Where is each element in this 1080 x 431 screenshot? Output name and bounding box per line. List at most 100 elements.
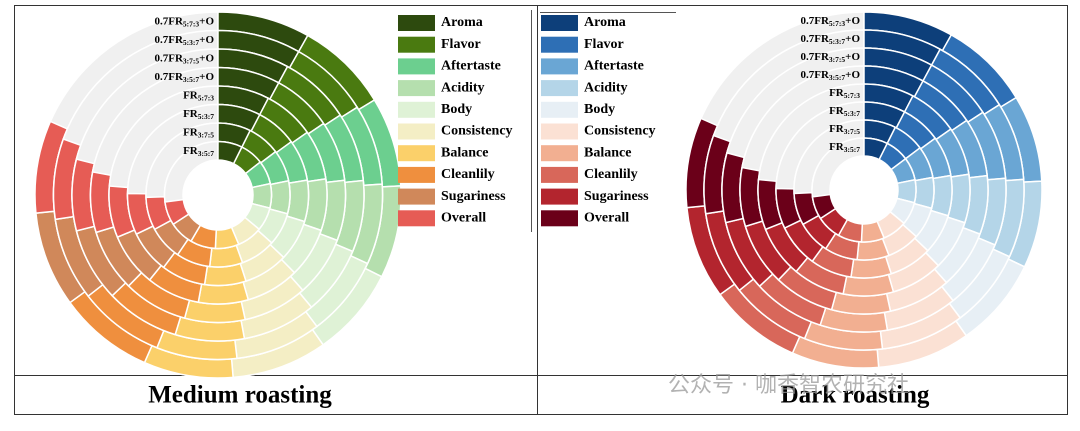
sample-label-prefix: 0.7FR bbox=[801, 33, 830, 45]
sample-label-sub: 5:7:3 bbox=[198, 93, 214, 102]
legend-label: Flavor bbox=[441, 37, 481, 52]
legend-label: Body bbox=[584, 102, 615, 117]
watermark: 公众号 · 咖香智农研究社 bbox=[668, 373, 909, 398]
legend-label: Flavor bbox=[584, 37, 624, 52]
sample-label-sub: 3:7:5 bbox=[183, 56, 199, 65]
sample-label-prefix: FR bbox=[183, 89, 199, 101]
sample-label: 0.7FR5:7:3+O bbox=[155, 15, 215, 28]
sample-label: 0.7FR3:7:5+O bbox=[155, 52, 215, 65]
sample-label-prefix: 0.7FR bbox=[801, 69, 830, 81]
legend-swatch bbox=[541, 36, 578, 53]
sample-label-prefix: FR bbox=[829, 141, 845, 153]
legend-label: Acidity bbox=[441, 80, 485, 95]
sample-label-suffix: +O bbox=[845, 15, 860, 27]
legend-swatch bbox=[541, 80, 578, 97]
sample-label-suffix: +O bbox=[199, 33, 214, 45]
panel-title: Medium roasting bbox=[148, 382, 332, 409]
legend-label: Aroma bbox=[441, 15, 483, 30]
sample-label: FR3:7:5 bbox=[829, 123, 860, 136]
legend-swatch bbox=[541, 188, 578, 205]
segment bbox=[164, 198, 190, 226]
panel-title: Dark roasting bbox=[781, 382, 930, 409]
sample-label-prefix: 0.7FR bbox=[155, 52, 184, 64]
sample-label-prefix: 0.7FR bbox=[801, 51, 830, 63]
sample-label: 0.7FR5:3:7+O bbox=[155, 33, 215, 46]
sample-label-prefix: 0.7FR bbox=[801, 15, 830, 27]
legend-label: Cleanlily bbox=[441, 167, 495, 182]
sample-label-prefix: FR bbox=[183, 144, 199, 156]
legend-label: Balance bbox=[441, 145, 488, 160]
legend-swatch bbox=[398, 58, 435, 75]
legend-swatch bbox=[541, 210, 578, 227]
sample-label-prefix: FR bbox=[829, 87, 845, 99]
legend-label: Acidity bbox=[584, 80, 628, 95]
legend-swatch bbox=[398, 101, 435, 118]
sample-label-suffix: +O bbox=[845, 51, 860, 63]
legend-swatch bbox=[541, 166, 578, 183]
legend-label: Balance bbox=[584, 145, 631, 160]
sample-label: FR5:3:7 bbox=[829, 105, 860, 118]
legend-swatch bbox=[398, 80, 435, 97]
sample-label: FR5:7:3 bbox=[183, 89, 214, 102]
sample-label: FR3:5:7 bbox=[183, 144, 214, 157]
sample-label-sub: 5:7:3 bbox=[829, 19, 845, 28]
sample-label-sub: 5:7:3 bbox=[183, 19, 199, 28]
legend-label: Aftertaste bbox=[584, 59, 644, 74]
legend-label: Body bbox=[441, 102, 472, 117]
sample-label: FR3:7:5 bbox=[183, 126, 214, 139]
legend-swatch bbox=[398, 188, 435, 205]
frame bbox=[14, 5, 1068, 415]
sample-label-prefix: FR bbox=[183, 107, 199, 119]
sample-label-sub: 3:5:7 bbox=[198, 148, 214, 157]
sample-label-sub: 3:7:5 bbox=[198, 130, 214, 139]
sample-label-suffix: +O bbox=[845, 33, 860, 45]
legend-label: Overall bbox=[441, 211, 486, 226]
sample-label-prefix: 0.7FR bbox=[155, 33, 184, 45]
legend-label: Cleanlily bbox=[584, 167, 638, 182]
segment bbox=[811, 193, 837, 220]
sample-label-sub: 3:7:5 bbox=[844, 127, 860, 136]
sample-label: 0.7FR3:5:7+O bbox=[155, 70, 215, 83]
sample-label: 0.7FR3:7:5+O bbox=[801, 51, 861, 64]
sample-label-prefix: 0.7FR bbox=[155, 15, 184, 27]
sample-label-suffix: +O bbox=[199, 52, 214, 64]
sample-label-prefix: FR bbox=[829, 105, 845, 117]
legend-swatch bbox=[398, 145, 435, 162]
sample-label-prefix: 0.7FR bbox=[155, 70, 184, 82]
sample-label: 0.7FR5:3:7+O bbox=[801, 33, 861, 46]
legend-swatch bbox=[541, 145, 578, 162]
sample-label-prefix: FR bbox=[829, 123, 845, 135]
legend-swatch bbox=[541, 123, 578, 140]
legend-label: Sugariness bbox=[584, 189, 649, 204]
sample-label-suffix: +O bbox=[199, 15, 214, 27]
sample-label-suffix: +O bbox=[199, 70, 214, 82]
sample-label: 0.7FR5:7:3+O bbox=[801, 15, 861, 28]
legend-swatch bbox=[398, 210, 435, 227]
sample-label-prefix: FR bbox=[183, 126, 199, 138]
sample-label-sub: 5:3:7 bbox=[844, 109, 860, 118]
legend-label: Consistency bbox=[584, 124, 656, 139]
sample-label-sub: 5:3:7 bbox=[198, 111, 214, 120]
sample-label-sub: 3:7:5 bbox=[829, 55, 845, 64]
legend-swatch bbox=[398, 123, 435, 140]
legend-swatch bbox=[541, 15, 578, 31]
sample-label-sub: 5:3:7 bbox=[183, 37, 199, 46]
sample-label-sub: 3:5:7 bbox=[829, 73, 845, 82]
sample-label-sub: 3:5:7 bbox=[183, 74, 199, 83]
sample-label-sub: 5:7:3 bbox=[844, 91, 860, 100]
sample-label: FR3:5:7 bbox=[829, 141, 860, 154]
legend-swatch bbox=[398, 36, 435, 53]
legend-label: Aftertaste bbox=[441, 59, 501, 74]
legend-label: Sugariness bbox=[441, 189, 506, 204]
sample-label-suffix: +O bbox=[845, 69, 860, 81]
segment bbox=[268, 179, 291, 215]
sample-label-sub: 5:3:7 bbox=[829, 37, 845, 46]
legend-swatch bbox=[541, 58, 578, 75]
legend-swatch bbox=[398, 166, 435, 183]
legend-label: Aroma bbox=[584, 15, 626, 30]
legend-label: Overall bbox=[584, 211, 629, 226]
sample-label: FR5:7:3 bbox=[829, 87, 860, 100]
legend-label: Consistency bbox=[441, 124, 513, 139]
legend-swatch bbox=[541, 101, 578, 118]
